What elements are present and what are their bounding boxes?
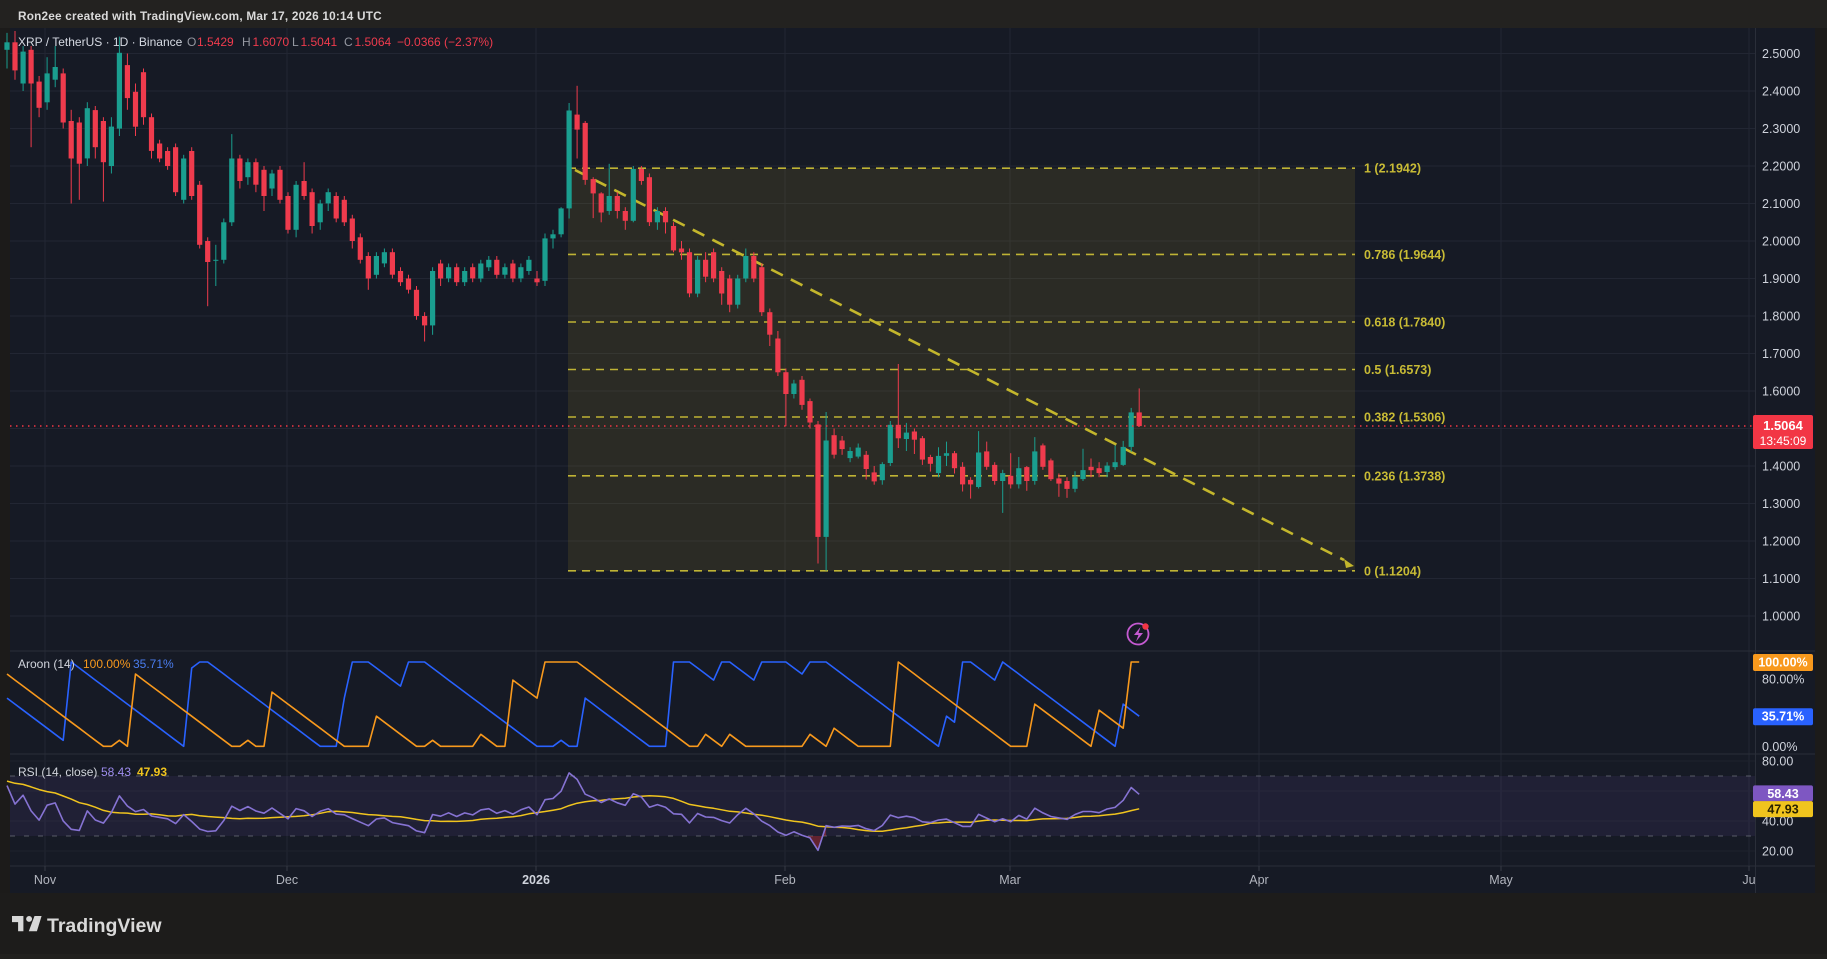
svg-text:XRP / TetherUS · 1D · Binance: XRP / TetherUS · 1D · Binance bbox=[18, 35, 183, 49]
svg-text:0.382 (1.5306): 0.382 (1.5306) bbox=[1364, 411, 1445, 425]
svg-text:80.00: 80.00 bbox=[1762, 755, 1793, 769]
svg-text:35.71%: 35.71% bbox=[133, 657, 174, 671]
svg-text:100.00%: 100.00% bbox=[83, 657, 131, 671]
svg-text:0 (1.1204): 0 (1.1204) bbox=[1364, 564, 1421, 578]
svg-text:Feb: Feb bbox=[774, 873, 796, 887]
svg-text:20.00: 20.00 bbox=[1762, 845, 1793, 859]
svg-text:Apr: Apr bbox=[1249, 873, 1268, 887]
svg-text:Dec: Dec bbox=[276, 873, 298, 887]
svg-text:2.1000: 2.1000 bbox=[1762, 197, 1800, 211]
svg-text:0.786 (1.9644): 0.786 (1.9644) bbox=[1364, 248, 1445, 262]
svg-text:2026: 2026 bbox=[522, 873, 550, 887]
svg-text:2.0000: 2.0000 bbox=[1762, 235, 1800, 249]
svg-text:1.5429: 1.5429 bbox=[197, 35, 234, 49]
svg-text:C: C bbox=[344, 35, 353, 49]
svg-text:H: H bbox=[242, 35, 251, 49]
svg-text:1.7000: 1.7000 bbox=[1762, 347, 1800, 361]
svg-text:1.6070: 1.6070 bbox=[253, 35, 290, 49]
svg-text:2.3000: 2.3000 bbox=[1762, 122, 1800, 136]
svg-text:−0.0366 (−2.37%): −0.0366 (−2.37%) bbox=[397, 35, 493, 49]
svg-text:1.6000: 1.6000 bbox=[1762, 385, 1800, 399]
svg-text:80.00%: 80.00% bbox=[1762, 672, 1804, 686]
svg-text:RSI (14, close): RSI (14, close) bbox=[18, 765, 97, 779]
svg-text:100.00%: 100.00% bbox=[1758, 656, 1807, 670]
svg-text:TradingView: TradingView bbox=[47, 915, 162, 937]
svg-text:13:45:09: 13:45:09 bbox=[1760, 434, 1807, 448]
svg-text:40.00: 40.00 bbox=[1762, 815, 1793, 829]
svg-text:Mar: Mar bbox=[999, 873, 1021, 887]
svg-text:1.5041: 1.5041 bbox=[301, 35, 338, 49]
svg-text:Ron2ee created with TradingVie: Ron2ee created with TradingView.com, Mar… bbox=[18, 9, 382, 23]
svg-text:0.5 (1.6573): 0.5 (1.6573) bbox=[1364, 363, 1431, 377]
svg-text:1.1000: 1.1000 bbox=[1762, 572, 1800, 586]
svg-text:58.43: 58.43 bbox=[101, 765, 131, 779]
svg-text:Ju: Ju bbox=[1742, 873, 1755, 887]
svg-text:35.71%: 35.71% bbox=[1762, 710, 1804, 724]
svg-text:L: L bbox=[292, 35, 299, 49]
svg-text:2.5000: 2.5000 bbox=[1762, 47, 1800, 61]
svg-text:1.4000: 1.4000 bbox=[1762, 460, 1800, 474]
svg-text:1.3000: 1.3000 bbox=[1762, 497, 1800, 511]
svg-text:Nov: Nov bbox=[34, 873, 57, 887]
svg-text:1 (2.1942): 1 (2.1942) bbox=[1364, 162, 1421, 176]
svg-text:2.4000: 2.4000 bbox=[1762, 85, 1800, 99]
svg-text:1.5064: 1.5064 bbox=[355, 35, 392, 49]
svg-text:May: May bbox=[1489, 873, 1513, 887]
svg-text:0.236 (1.3738): 0.236 (1.3738) bbox=[1364, 469, 1445, 483]
svg-text:0.00%: 0.00% bbox=[1762, 740, 1797, 754]
svg-text:O: O bbox=[187, 35, 196, 49]
svg-text:58.43: 58.43 bbox=[1767, 787, 1798, 801]
svg-text:47.93: 47.93 bbox=[1767, 803, 1798, 817]
svg-text:1.2000: 1.2000 bbox=[1762, 535, 1800, 549]
svg-text:1.9000: 1.9000 bbox=[1762, 272, 1800, 286]
svg-text:47.93: 47.93 bbox=[137, 765, 167, 779]
svg-text:2.2000: 2.2000 bbox=[1762, 160, 1800, 174]
svg-text:1.0000: 1.0000 bbox=[1762, 610, 1800, 624]
svg-text:1.5064: 1.5064 bbox=[1763, 418, 1804, 433]
svg-text:Aroon (14): Aroon (14) bbox=[18, 657, 75, 671]
svg-text:0.618 (1.7840): 0.618 (1.7840) bbox=[1364, 316, 1445, 330]
svg-text:1.8000: 1.8000 bbox=[1762, 310, 1800, 324]
